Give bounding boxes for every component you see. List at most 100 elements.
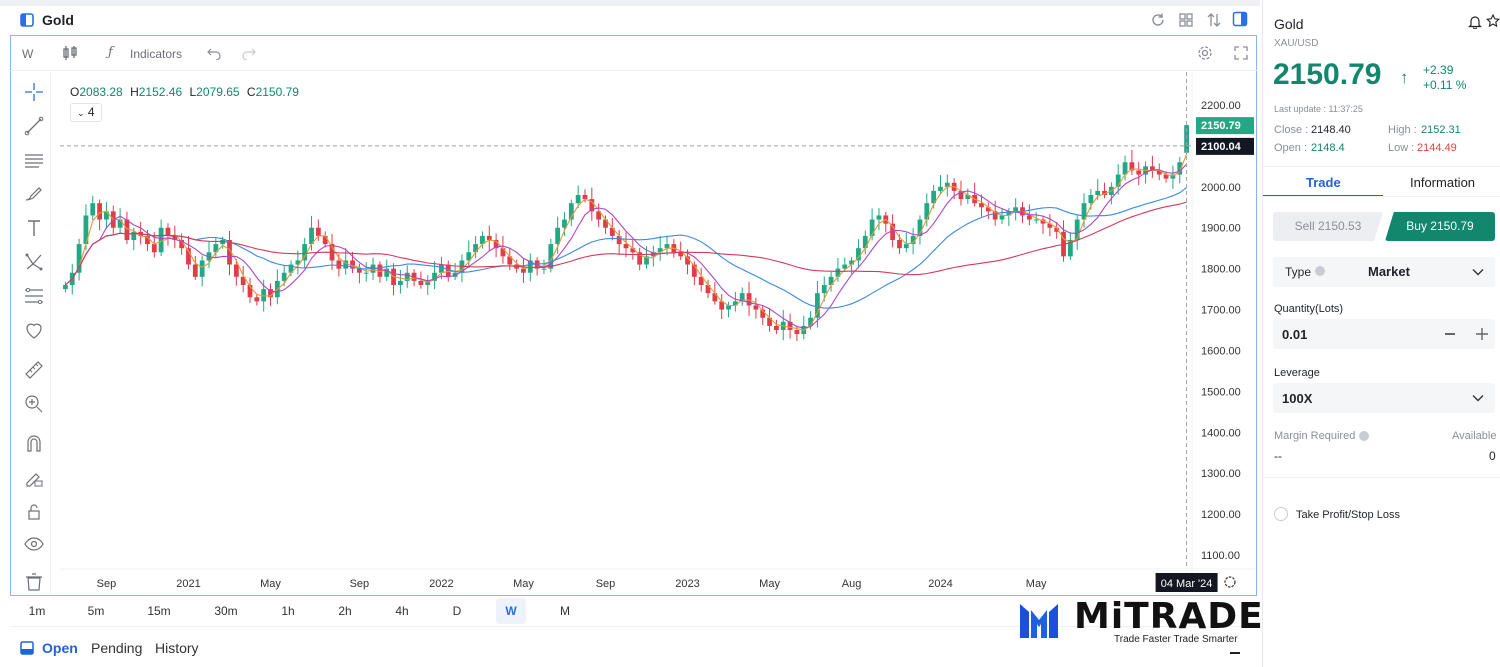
tf-1h[interactable]: 1h xyxy=(281,604,295,618)
tf-30m[interactable]: 30m xyxy=(214,604,238,618)
tf-m[interactable]: M xyxy=(560,604,570,618)
minus-icon[interactable] xyxy=(1445,333,1455,335)
candle xyxy=(315,227,321,236)
tf-5m[interactable]: 5m xyxy=(87,604,105,618)
candle xyxy=(158,227,164,253)
quantity-stepper[interactable]: 0.01 xyxy=(1273,319,1495,349)
change-percent: +0.11 % xyxy=(1423,78,1467,92)
candle xyxy=(1074,219,1080,240)
sell-button[interactable]: Sell 2150.53 xyxy=(1273,212,1383,241)
sort-icon[interactable] xyxy=(1206,12,1222,28)
ma-line-long xyxy=(65,201,1187,286)
candle xyxy=(1006,211,1012,216)
fib-retracement-icon[interactable] xyxy=(22,284,46,308)
zoom-in-icon[interactable] xyxy=(22,392,46,416)
edit-lock-icon[interactable] xyxy=(22,466,46,490)
tf-1m[interactable]: 1m xyxy=(28,604,46,618)
time-tick-label: Sep xyxy=(350,578,370,590)
info-icon xyxy=(1359,431,1369,441)
interval-button[interactable]: W xyxy=(22,47,34,61)
undo-icon[interactable] xyxy=(207,46,221,61)
candle xyxy=(555,227,561,245)
candle xyxy=(1115,174,1121,187)
tf-d[interactable]: D xyxy=(452,604,462,618)
ruler-icon[interactable] xyxy=(22,358,46,382)
candle xyxy=(630,248,636,253)
candle xyxy=(404,272,410,281)
trend-line-icon[interactable] xyxy=(22,114,46,138)
quantity-value[interactable]: 0.01 xyxy=(1282,327,1308,342)
price-chart[interactable]: 2200.002100.002000.001900.001800.001700.… xyxy=(60,72,1255,594)
star-icon[interactable] xyxy=(1485,13,1500,28)
ma-line-fast xyxy=(65,153,1188,331)
tf-4h[interactable]: 4h xyxy=(395,604,409,618)
candle xyxy=(186,248,191,265)
tab-open[interactable]: Open xyxy=(42,640,78,656)
pattern-icon[interactable] xyxy=(22,250,46,274)
ohlc-high-value: 2152.46 xyxy=(138,85,183,99)
candle xyxy=(145,235,150,245)
candle xyxy=(876,215,882,220)
lock-icon[interactable] xyxy=(22,500,46,524)
candle xyxy=(172,235,178,240)
trash-icon[interactable] xyxy=(22,570,46,594)
plus-icon[interactable] xyxy=(1475,327,1489,341)
eye-icon[interactable] xyxy=(22,532,46,556)
sell-button-label: Sell 2150.53 xyxy=(1294,219,1362,233)
candle xyxy=(609,227,615,236)
indicators-button[interactable]: Indicators xyxy=(130,47,183,61)
fullscreen-icon[interactable] xyxy=(1233,45,1249,61)
redo-icon[interactable] xyxy=(242,46,256,61)
candle xyxy=(938,186,943,191)
chart-type-icon[interactable] xyxy=(61,44,79,62)
open-value: 2148.4 xyxy=(1311,142,1345,154)
buy-button[interactable]: Buy 2150.79 xyxy=(1385,212,1495,241)
candle xyxy=(616,235,622,245)
tpsl-label: Take Profit/Stop Loss xyxy=(1296,509,1400,521)
candle xyxy=(787,321,793,330)
logo-text: MiTRADE xyxy=(1074,596,1264,637)
bell-icon[interactable] xyxy=(1468,15,1482,30)
tf-2h[interactable]: 2h xyxy=(338,604,352,618)
axis-settings-icon[interactable] xyxy=(1224,576,1236,588)
tab-trade[interactable]: Trade xyxy=(1306,175,1341,190)
candle xyxy=(521,268,526,273)
candle xyxy=(247,285,253,298)
refresh-icon[interactable] xyxy=(1150,12,1166,28)
fx-icon[interactable]: ƒ xyxy=(108,45,113,60)
low-value: 2144.49 xyxy=(1417,142,1457,154)
layout-grid-icon[interactable] xyxy=(1178,12,1194,28)
magnet-icon[interactable] xyxy=(22,432,46,456)
candle xyxy=(958,190,964,200)
minimize-bar[interactable] xyxy=(1230,652,1240,654)
panel-top-strip xyxy=(0,0,1260,6)
order-type-select[interactable]: Type Market xyxy=(1273,257,1495,287)
leverage-select[interactable]: 100X xyxy=(1273,383,1495,413)
tf-w[interactable]: W xyxy=(496,598,526,624)
candle xyxy=(261,289,267,302)
text-tool-icon[interactable] xyxy=(22,216,46,240)
brush-icon[interactable] xyxy=(22,182,46,206)
quantity-label: Quantity(Lots) xyxy=(1274,303,1344,315)
horizontal-lines-icon[interactable] xyxy=(22,148,46,172)
change-absolute: +2.39 xyxy=(1423,63,1454,77)
tab-pending[interactable]: Pending xyxy=(91,640,143,656)
candle xyxy=(268,289,273,298)
time-tick-label: May xyxy=(260,578,281,590)
candle xyxy=(1033,219,1039,221)
tab-history[interactable]: History xyxy=(155,640,199,656)
chart-settings-icon[interactable] xyxy=(1197,45,1213,61)
crosshair-time-tag-text: 04 Mar '24 xyxy=(1161,578,1213,590)
candle xyxy=(589,199,595,212)
favorites-heart-icon[interactable] xyxy=(22,318,46,342)
sidebar-toggle-icon[interactable] xyxy=(1232,11,1248,27)
indicator-collapse-button[interactable]: ⌄ 4 xyxy=(70,103,102,122)
candle xyxy=(76,244,82,273)
tf-15m[interactable]: 15m xyxy=(147,604,171,618)
candle xyxy=(192,264,198,277)
tpsl-checkbox[interactable] xyxy=(1274,507,1288,521)
candle xyxy=(685,256,690,265)
candle xyxy=(1156,170,1162,175)
crosshair-icon[interactable] xyxy=(22,80,46,104)
tab-information[interactable]: Information xyxy=(1410,175,1476,190)
